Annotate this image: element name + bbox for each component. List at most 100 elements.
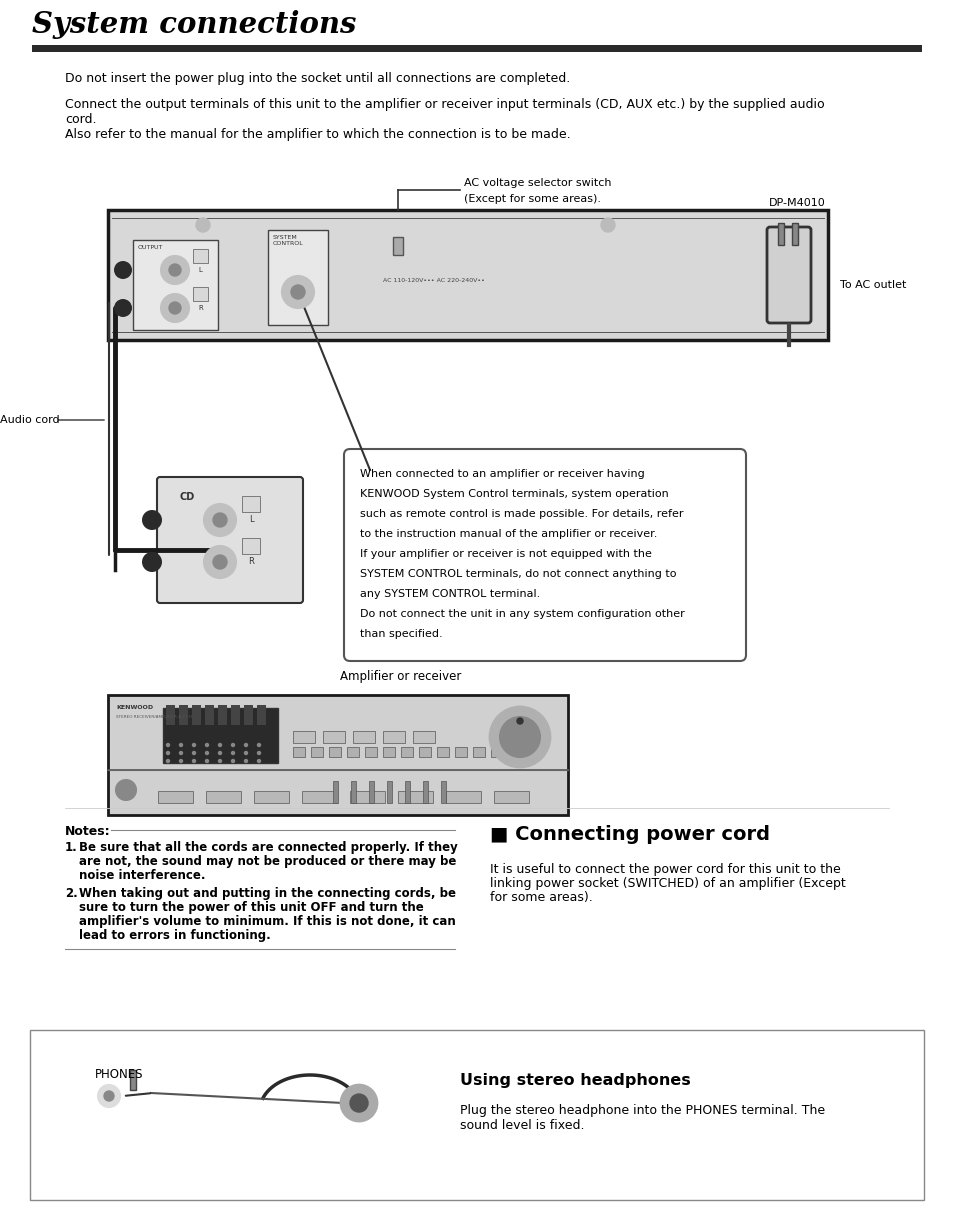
Bar	[440, 781, 446, 803]
Circle shape	[600, 217, 615, 232]
Bar	[329, 747, 340, 757]
FancyBboxPatch shape	[344, 450, 745, 661]
Bar	[455, 747, 467, 757]
Circle shape	[179, 744, 182, 746]
Bar	[192, 705, 201, 725]
Circle shape	[257, 752, 260, 755]
Circle shape	[499, 717, 539, 757]
Circle shape	[104, 1091, 113, 1101]
Text: 1.: 1.	[65, 841, 77, 854]
Text: Amplifier or receiver: Amplifier or receiver	[339, 669, 461, 683]
Text: System connections: System connections	[32, 10, 356, 39]
Bar	[253, 791, 289, 803]
Bar	[347, 747, 358, 757]
Bar	[179, 705, 188, 725]
Text: DP-M4010: DP-M4010	[768, 198, 825, 208]
Bar	[436, 747, 449, 757]
Text: (Except for some areas).: (Except for some areas).	[463, 194, 600, 204]
Circle shape	[244, 744, 247, 746]
Bar	[351, 781, 355, 803]
Bar	[132, 241, 218, 330]
Text: Audio cord: Audio cord	[0, 416, 59, 425]
FancyBboxPatch shape	[766, 227, 810, 323]
Circle shape	[167, 744, 170, 746]
Circle shape	[490, 707, 550, 767]
Bar	[393, 237, 402, 255]
Circle shape	[179, 759, 182, 763]
Text: for some areas).: for some areas).	[490, 891, 592, 904]
Circle shape	[169, 264, 181, 276]
Bar	[494, 791, 529, 803]
Text: PHONES: PHONES	[95, 1068, 143, 1081]
Bar	[365, 747, 376, 757]
Circle shape	[213, 555, 227, 569]
Text: cord.: cord.	[65, 113, 96, 126]
Bar	[206, 791, 241, 803]
Text: L: L	[249, 515, 253, 525]
Bar	[205, 705, 213, 725]
Bar	[397, 791, 433, 803]
Text: KENWOOD System Control terminals, system operation: KENWOOD System Control terminals, system…	[359, 488, 668, 499]
Bar	[218, 705, 227, 725]
Bar	[422, 781, 428, 803]
Bar	[382, 747, 395, 757]
Circle shape	[257, 759, 260, 763]
Text: SYSTEM CONTROL terminals, do not connect anything to: SYSTEM CONTROL terminals, do not connect…	[359, 569, 676, 580]
Circle shape	[204, 504, 235, 536]
Bar	[323, 731, 345, 744]
Circle shape	[116, 780, 136, 799]
Bar	[387, 781, 392, 803]
Bar	[333, 781, 337, 803]
Text: sound level is fixed.: sound level is fixed.	[459, 1119, 584, 1132]
Text: Plug the stereo headphone into the PHONES terminal. The: Plug the stereo headphone into the PHONE…	[459, 1104, 824, 1117]
Circle shape	[113, 261, 132, 279]
Bar	[400, 747, 413, 757]
Text: If your amplifier or receiver is not equipped with the: If your amplifier or receiver is not equ…	[359, 549, 651, 559]
Bar	[130, 1070, 136, 1090]
Text: CD: CD	[180, 492, 195, 502]
Bar	[193, 287, 208, 301]
Circle shape	[204, 546, 235, 578]
Text: Be sure that all the cords are connected properly. If they: Be sure that all the cords are connected…	[79, 841, 457, 854]
Circle shape	[167, 752, 170, 755]
Circle shape	[167, 759, 170, 763]
Bar	[193, 249, 208, 262]
Circle shape	[205, 759, 209, 763]
Circle shape	[218, 759, 221, 763]
Circle shape	[195, 217, 210, 232]
Text: AC voltage selector switch: AC voltage selector switch	[463, 179, 611, 188]
Text: When taking out and putting in the connecting cords, be: When taking out and putting in the conne…	[79, 887, 456, 900]
Bar	[244, 705, 253, 725]
Bar	[256, 705, 266, 725]
Bar	[350, 791, 385, 803]
Circle shape	[291, 286, 305, 299]
Bar	[158, 791, 193, 803]
Text: R: R	[248, 558, 253, 566]
Circle shape	[142, 510, 162, 530]
Text: lead to errors in functioning.: lead to errors in functioning.	[79, 929, 271, 942]
Circle shape	[113, 299, 132, 317]
Circle shape	[218, 744, 221, 746]
Bar	[413, 731, 435, 744]
Text: OUTPUT: OUTPUT	[138, 245, 163, 250]
Bar	[108, 210, 827, 340]
Bar	[369, 781, 374, 803]
Bar	[791, 224, 797, 245]
Bar	[231, 705, 240, 725]
Circle shape	[179, 752, 182, 755]
Circle shape	[161, 294, 189, 322]
Text: KENWOOD: KENWOOD	[116, 705, 153, 710]
Text: STEREO RECEIVER/AMPLIFIER A-2 CH: STEREO RECEIVER/AMPLIFIER A-2 CH	[116, 714, 192, 719]
Circle shape	[257, 744, 260, 746]
Bar	[353, 731, 375, 744]
Bar	[268, 230, 328, 324]
Bar	[418, 747, 431, 757]
Circle shape	[142, 552, 162, 572]
Circle shape	[169, 303, 181, 313]
Bar	[293, 731, 314, 744]
Text: 2.: 2.	[65, 887, 77, 900]
Circle shape	[340, 1085, 376, 1121]
Bar	[302, 791, 336, 803]
Text: Using stereo headphones: Using stereo headphones	[459, 1073, 690, 1087]
Bar	[446, 791, 480, 803]
